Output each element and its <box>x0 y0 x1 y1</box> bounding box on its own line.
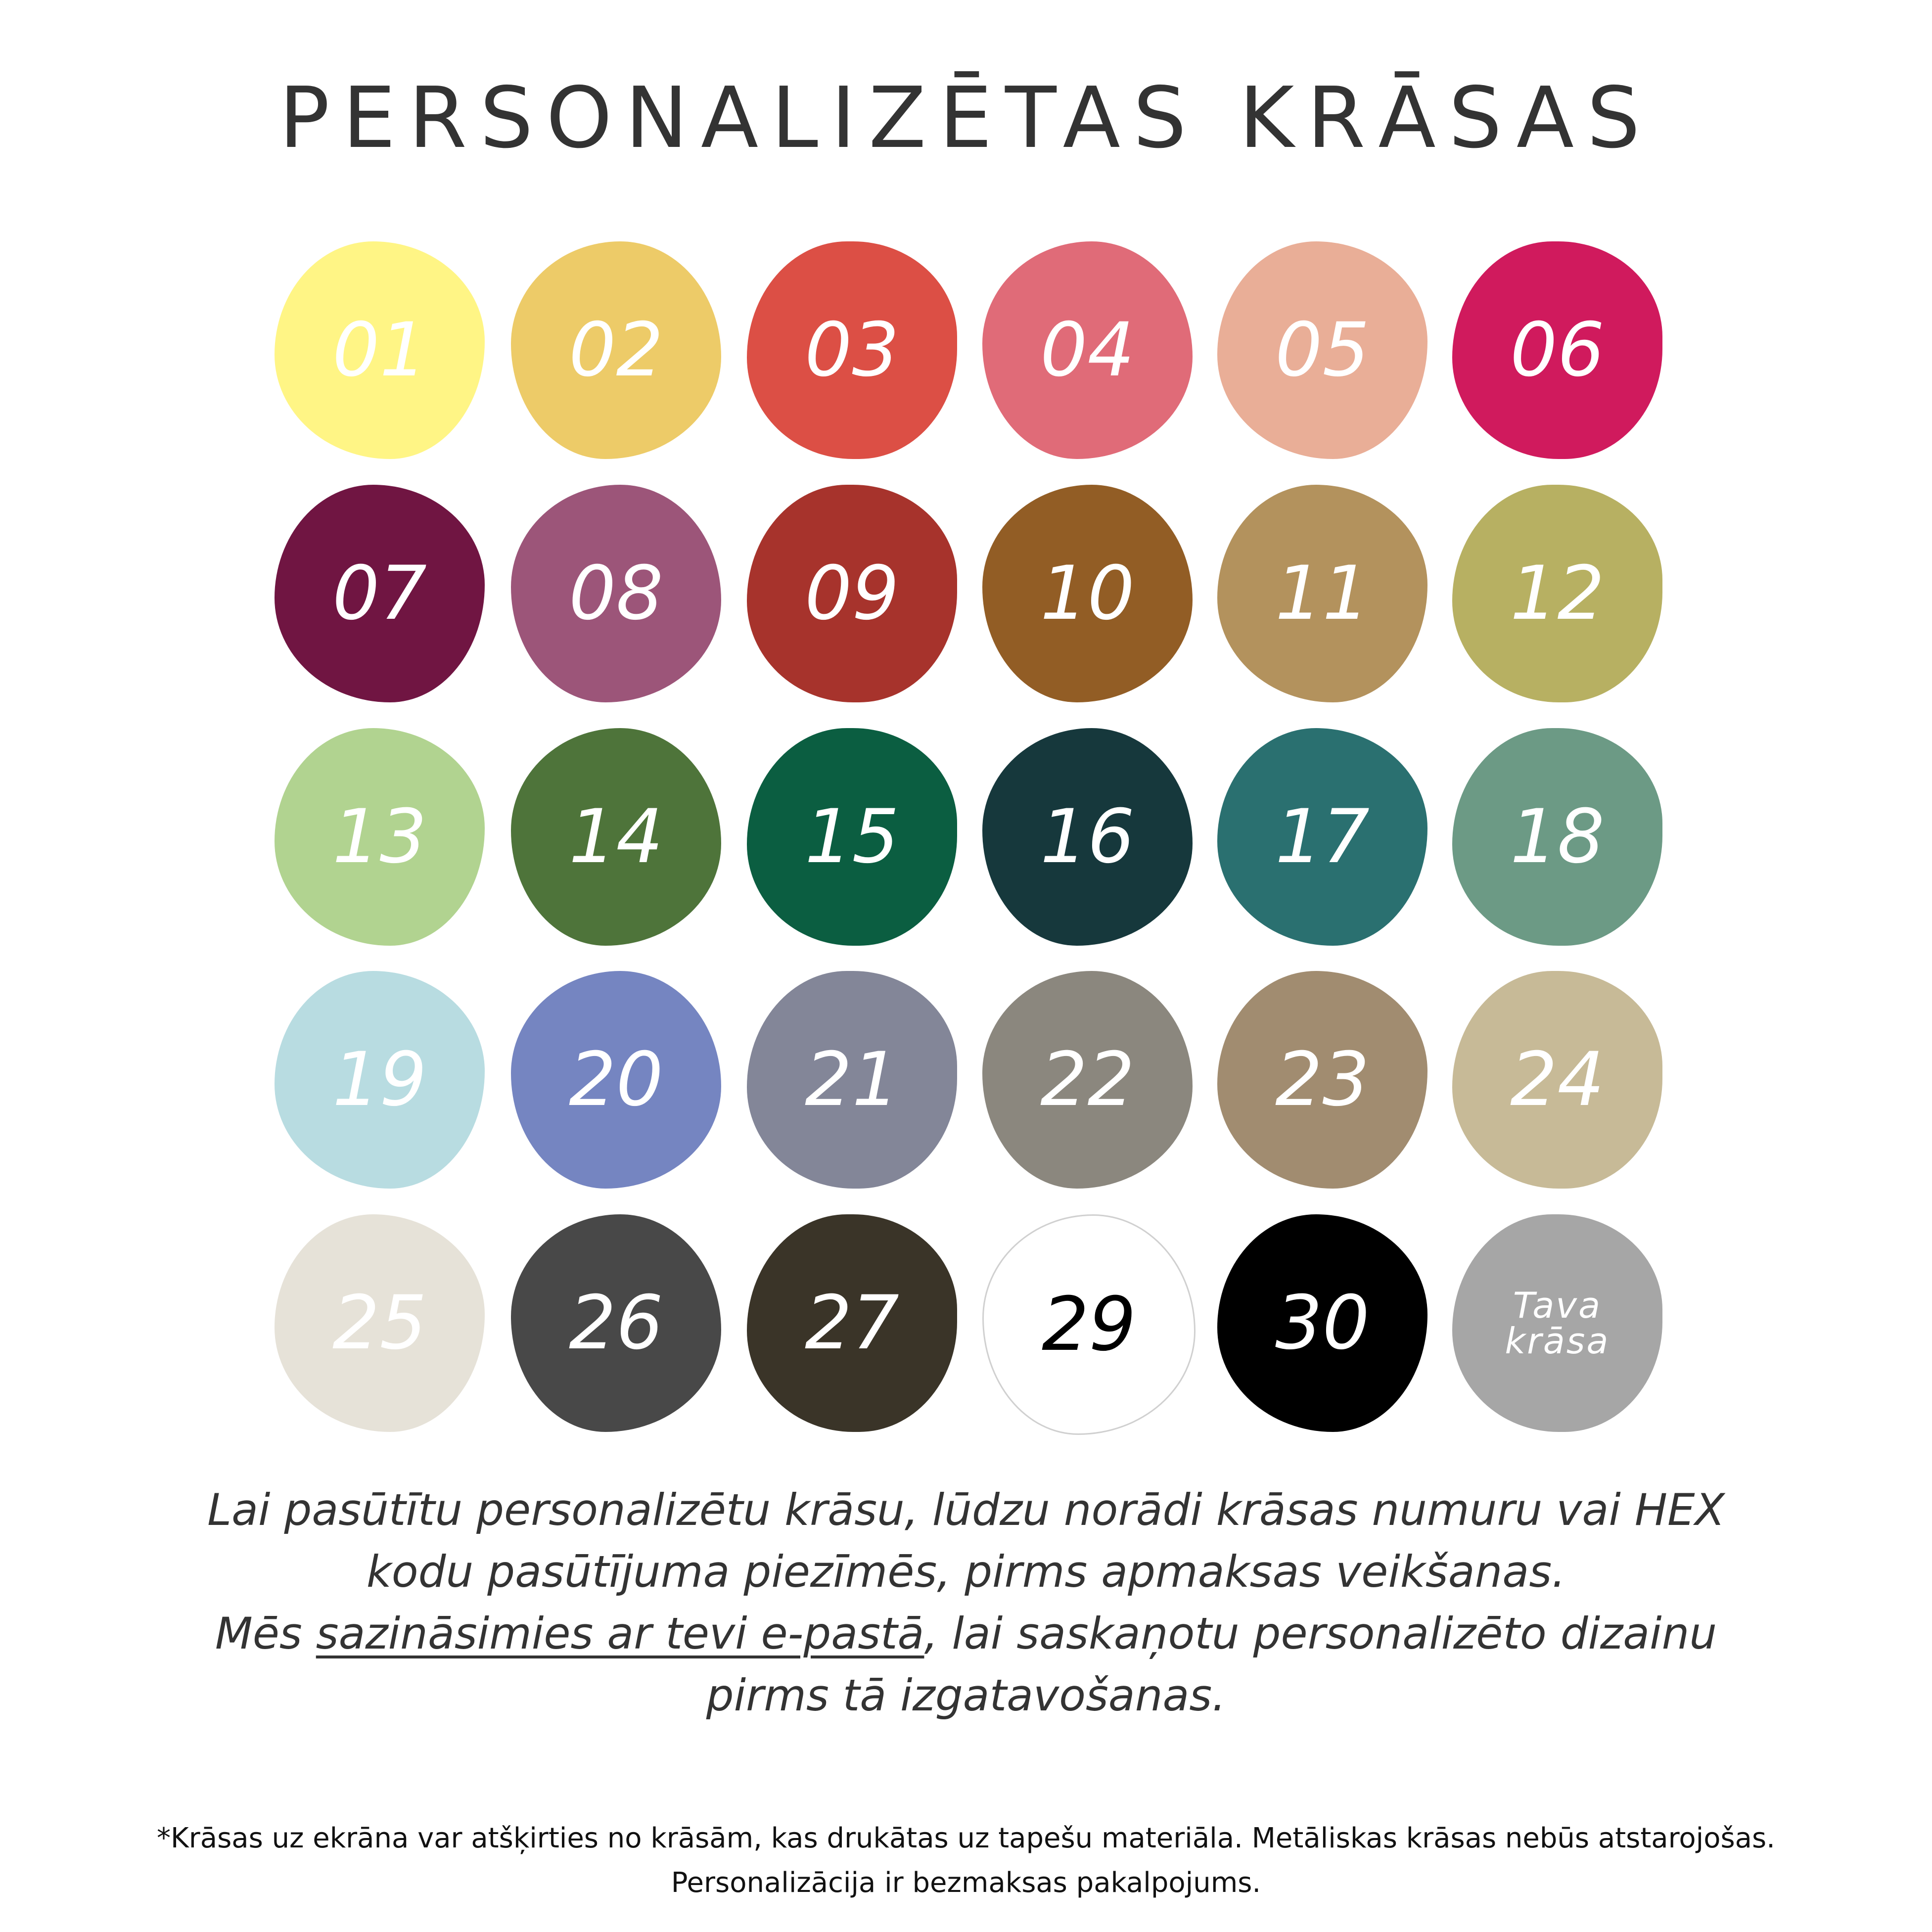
color-swatch[interactable]: 09 <box>747 485 957 702</box>
swatch-number: 19 <box>332 1037 427 1123</box>
swatch-number: Tava krāsa <box>1505 1285 1610 1362</box>
swatch-number: 14 <box>569 794 663 880</box>
instructions-line-3-start: Mēs <box>215 1608 316 1659</box>
footnote-line-1: *Krāsas uz ekrāna var atšķirties no krās… <box>157 1822 1775 1854</box>
swatch-number: 12 <box>1510 551 1605 637</box>
color-swatch[interactable]: 01 <box>275 241 485 459</box>
instructions-text: Lai pasūtītu personalizētu krāsu, lūdzu … <box>0 1479 1932 1726</box>
swatch-number: 13 <box>332 794 427 880</box>
color-swatch[interactable]: 21 <box>747 971 957 1189</box>
swatch-number: 07 <box>332 551 427 637</box>
swatch-number: 23 <box>1275 1037 1370 1123</box>
swatch-number: 20 <box>569 1037 663 1123</box>
swatch-number: 26 <box>569 1280 663 1366</box>
color-swatch[interactable]: 29 <box>982 1214 1196 1435</box>
instructions-line-3-end: , lai saskaņotu personalizēto dizainu <box>924 1608 1717 1659</box>
color-swatch[interactable]: 08 <box>511 485 721 702</box>
color-swatch[interactable]: 13 <box>275 728 485 946</box>
swatch-number: 27 <box>805 1280 899 1366</box>
color-swatch[interactable]: 16 <box>982 728 1193 946</box>
color-swatch-grid: 01 02 03 04 05 06 07 08 09 10 11 12 13 14 15 16 17 18 19 20… <box>275 241 1662 1435</box>
color-swatch[interactable]: Tava krāsa <box>1452 1214 1662 1432</box>
swatch-number: 03 <box>805 307 899 393</box>
swatch-number: 24 <box>1510 1037 1605 1123</box>
swatch-number: 08 <box>569 551 663 637</box>
swatch-number: 18 <box>1510 794 1605 880</box>
swatch-number: 21 <box>805 1037 899 1123</box>
color-swatch[interactable]: 12 <box>1452 485 1662 702</box>
color-swatch[interactable]: 24 <box>1452 971 1662 1189</box>
swatch-number: 02 <box>569 307 663 393</box>
color-swatch[interactable]: 04 <box>982 241 1193 459</box>
swatch-number: 25 <box>332 1280 427 1366</box>
color-swatch[interactable]: 11 <box>1217 485 1427 702</box>
page-title: PERSONALIZĒTAS KRĀSAS <box>279 69 1653 167</box>
footnote-line-2: Personalizācija ir bezmaksas pakalpojums… <box>671 1867 1261 1899</box>
color-swatch[interactable]: 22 <box>982 971 1193 1189</box>
instructions-line-4: pirms tā izgatavošanas. <box>706 1670 1226 1721</box>
instructions-line-2: kodu pasūtījuma piezīmēs, pirms apmaksas… <box>366 1546 1566 1597</box>
swatch-number: 04 <box>1040 307 1135 393</box>
color-swatch[interactable]: 10 <box>982 485 1193 702</box>
swatch-number: 15 <box>805 794 899 880</box>
swatch-number: 09 <box>805 551 899 637</box>
swatch-number: 11 <box>1275 551 1370 637</box>
color-swatch[interactable]: 06 <box>1452 241 1662 459</box>
color-swatch[interactable]: 26 <box>511 1214 721 1432</box>
swatch-number: 22 <box>1040 1037 1135 1123</box>
color-swatch[interactable]: 20 <box>511 971 721 1189</box>
color-swatch[interactable]: 14 <box>511 728 721 946</box>
swatch-number: 17 <box>1275 794 1370 880</box>
swatch-number: 01 <box>332 307 427 393</box>
color-swatch[interactable]: 15 <box>747 728 957 946</box>
swatch-number: 06 <box>1510 307 1605 393</box>
color-swatch[interactable]: 05 <box>1217 241 1427 459</box>
color-swatch[interactable]: 30 <box>1217 1214 1427 1432</box>
instructions-line-3: Mēs sazināsimies ar tevi e-pastā, lai sa… <box>0 1603 1932 1664</box>
color-swatch[interactable]: 02 <box>511 241 721 459</box>
color-swatch[interactable]: 23 <box>1217 971 1427 1189</box>
swatch-number: 10 <box>1040 551 1135 637</box>
color-swatch[interactable]: 03 <box>747 241 957 459</box>
instructions-line-1: Lai pasūtītu personalizētu krāsu, lūdzu … <box>207 1484 1725 1535</box>
color-swatch[interactable]: 27 <box>747 1214 957 1432</box>
swatch-number: 30 <box>1275 1280 1370 1366</box>
swatch-number: 16 <box>1040 794 1135 880</box>
color-swatch[interactable]: 18 <box>1452 728 1662 946</box>
contact-email-link[interactable]: sazināsimies ar tevi e-pastā <box>316 1608 924 1659</box>
color-swatch[interactable]: 07 <box>275 485 485 702</box>
swatch-number: 29 <box>1042 1282 1136 1368</box>
color-swatch[interactable]: 25 <box>275 1214 485 1432</box>
footnote: *Krāsas uz ekrāna var atšķirties no krās… <box>0 1816 1932 1905</box>
swatch-number: 05 <box>1275 307 1370 393</box>
color-swatch[interactable]: 17 <box>1217 728 1427 946</box>
color-swatch[interactable]: 19 <box>275 971 485 1189</box>
